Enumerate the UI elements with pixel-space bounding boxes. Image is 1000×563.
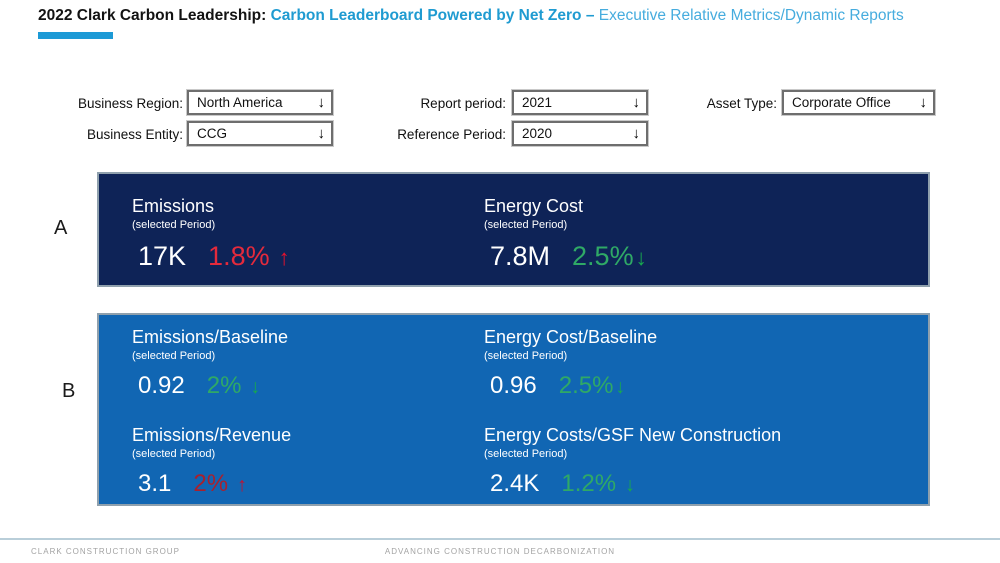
metric-title: Energy Cost/Baseline [484,327,658,347]
dropdown-arrow-icon[interactable]: ↓ [632,94,641,111]
business-entity-select[interactable]: CCG ↓ [187,121,333,146]
metric-title: Energy Cost [484,196,584,216]
dropdown-arrow-icon[interactable]: ↓ [632,125,641,142]
trend-down-icon: ↓ [250,375,261,398]
metric-card-energy-cost: Energy Cost (selected Period) 7.8M 2.5% … [484,196,647,272]
page-title-suffix: Executive Relative Metrics/Dynamic Repor… [598,7,904,24]
footer-company-name: CLARK CONSTRUCTION GROUP [31,547,180,556]
report-period-label: Report period: [420,96,506,111]
metric-card-energy-cost-baseline: Energy Cost/Baseline (selected Period) 0… [484,327,657,400]
ratio-panel-b: Emissions/Baseline (selected Period) 0.9… [97,313,930,506]
footer-tagline: ADVANCING CONSTRUCTION DECARBONIZATION [384,547,616,556]
metric-subtitle: (selected Period) [484,349,568,362]
metric-delta: 2% [193,469,229,497]
report-period-select[interactable]: 2021 ↓ [512,90,648,115]
business-region-value: North America [197,95,283,110]
reference-period-label: Reference Period: [397,127,506,142]
metric-card-energy-costs-gsf: Energy Costs/GSF New Construction (selec… [484,425,781,498]
business-region-label: Business Region: [77,96,183,111]
metric-delta: 1.2% [561,469,617,497]
report-period-value: 2021 [522,95,553,110]
metric-card-emissions: Emissions (selected Period) 17K 1.8% ↑ [132,196,290,272]
dropdown-arrow-icon[interactable]: ↓ [317,125,326,142]
metric-card-emissions-revenue: Emissions/Revenue (selected Period) 3.1 … [132,425,291,498]
asset-type-label: Asset Type: [706,96,777,111]
title-accent-bar [38,32,113,39]
summary-panel-a: Emissions (selected Period) 17K 1.8% ↑ E… [97,172,930,287]
asset-type-value: Corporate Office [792,95,891,110]
trend-up-icon: ↑ [278,244,290,270]
section-a-label: A [54,217,68,239]
metric-subtitle: (selected Period) [132,349,216,362]
metric-delta: 2% [206,371,242,399]
business-entity-value: CCG [197,126,227,141]
page-title-brand: Carbon Leaderboard Powered by Net Zero – [270,7,599,24]
reference-period-select[interactable]: 2020 ↓ [512,121,648,146]
metric-value: 17K [138,240,187,271]
dropdown-arrow-icon[interactable]: ↓ [919,94,928,111]
page-title-prefix: 2022 Clark Carbon Leadership: [38,7,271,24]
trend-down-icon: ↓ [625,473,635,496]
metric-delta: 1.8% [208,240,270,271]
metric-title: Energy Costs/GSF New Construction [484,425,782,445]
trend-up-icon: ↑ [237,473,247,496]
business-region-select[interactable]: North America ↓ [187,90,333,115]
metric-subtitle: (selected Period) [484,218,568,231]
trend-down-icon: ↓ [635,244,647,270]
metric-title: Emissions [132,196,215,216]
footer-divider [0,538,1000,540]
metric-subtitle: (selected Period) [132,447,216,460]
metric-value: 0.96 [490,371,537,399]
page-title: 2022 Clark Carbon Leadership: Carbon Lea… [38,7,904,25]
metric-value: 2.4K [490,469,540,497]
reference-period-value: 2020 [522,126,553,141]
metric-value: 3.1 [138,469,172,497]
metric-delta: 2.5% [558,371,614,399]
metric-delta: 2.5% [572,240,634,271]
metric-value: 7.8M [490,240,551,271]
metric-title: Emissions/Revenue [132,425,292,445]
metric-subtitle: (selected Period) [132,218,216,231]
metric-title: Emissions/Baseline [132,327,289,347]
business-entity-label: Business Entity: [86,127,183,142]
metric-value: 0.92 [138,371,185,399]
section-b-label: B [62,380,76,402]
metric-subtitle: (selected Period) [484,447,568,460]
dropdown-arrow-icon[interactable]: ↓ [317,94,326,111]
asset-type-select[interactable]: Corporate Office ↓ [782,90,935,115]
trend-down-icon: ↓ [615,375,626,398]
metric-card-emissions-baseline: Emissions/Baseline (selected Period) 0.9… [132,327,288,400]
